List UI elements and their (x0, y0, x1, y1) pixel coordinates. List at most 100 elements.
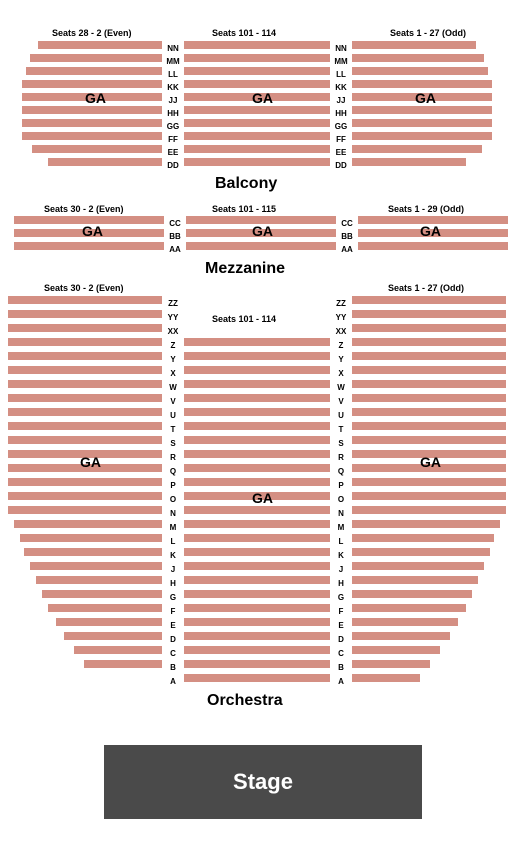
seat-row (184, 533, 330, 543)
seat-row (64, 631, 162, 641)
seat-row (8, 295, 162, 305)
row-label: KK (334, 83, 348, 92)
seat-row (352, 477, 506, 487)
mezzanine-ga-left: GA (82, 223, 103, 239)
seat-row (8, 421, 162, 431)
row-label: C (334, 649, 348, 658)
seat-row (184, 659, 330, 669)
seat-row (352, 365, 506, 375)
seat-row (8, 491, 162, 501)
row-label: LL (334, 70, 348, 79)
seat-row (26, 66, 162, 76)
seat-row (352, 131, 492, 141)
row-label: E (334, 621, 348, 630)
seat-row (184, 40, 330, 50)
balcony-left-label: Seats 28 - 2 (Even) (52, 28, 132, 38)
seat-row (352, 309, 506, 319)
balcony-center-label: Seats 101 - 114 (212, 28, 276, 38)
seat-row (8, 309, 162, 319)
row-label: YY (334, 313, 348, 322)
row-label: GG (166, 122, 180, 131)
seat-row (352, 603, 466, 613)
row-label: BB (340, 232, 354, 241)
row-label: Z (334, 341, 348, 350)
balcony-ga-right: GA (415, 90, 436, 106)
seat-row (184, 337, 330, 347)
row-label: MM (334, 57, 348, 66)
seat-row (8, 337, 162, 347)
row-label: N (166, 509, 180, 518)
row-label: EE (166, 148, 180, 157)
row-label: JJ (166, 96, 180, 105)
seat-row (32, 144, 162, 154)
seat-row (184, 673, 330, 683)
seat-row (22, 105, 162, 115)
seat-row (8, 505, 162, 515)
row-label: CC (168, 219, 182, 228)
seat-row (14, 519, 162, 529)
row-label: LL (166, 70, 180, 79)
balcony-right-label: Seats 1 - 27 (Odd) (390, 28, 466, 38)
seat-row (30, 53, 162, 63)
row-label: W (166, 383, 180, 392)
seat-row (8, 393, 162, 403)
row-label: ZZ (166, 299, 180, 308)
seat-row (48, 157, 162, 167)
row-label: X (334, 369, 348, 378)
seat-row (184, 351, 330, 361)
row-label: T (166, 425, 180, 434)
seat-row (56, 617, 162, 627)
mezzanine-left-label: Seats 30 - 2 (Even) (44, 204, 124, 214)
seat-row (22, 131, 162, 141)
seat-row (184, 118, 330, 128)
seat-row (184, 645, 330, 655)
mezzanine-right-label: Seats 1 - 29 (Odd) (388, 204, 464, 214)
seat-row (184, 617, 330, 627)
seat-row (352, 533, 494, 543)
row-label: DD (334, 161, 348, 170)
seat-row (48, 603, 162, 613)
seat-row (184, 505, 330, 515)
row-label: S (334, 439, 348, 448)
seat-row (184, 144, 330, 154)
row-label: P (166, 481, 180, 490)
stage: Stage (104, 745, 422, 819)
row-label: F (166, 607, 180, 616)
seat-row (8, 407, 162, 417)
seat-row (184, 477, 330, 487)
seat-row (352, 351, 506, 361)
seat-row (186, 241, 336, 251)
seat-row (184, 365, 330, 375)
row-label: V (334, 397, 348, 406)
balcony-ga-center: GA (252, 90, 273, 106)
row-label: U (334, 411, 348, 420)
row-label: V (166, 397, 180, 406)
row-label: D (166, 635, 180, 644)
seat-row (184, 561, 330, 571)
seat-row (352, 407, 506, 417)
row-label: KK (166, 83, 180, 92)
seat-row (184, 463, 330, 473)
seat-row (30, 561, 162, 571)
row-label: H (166, 579, 180, 588)
seat-row (352, 519, 500, 529)
seat-row (8, 379, 162, 389)
row-label: X (166, 369, 180, 378)
row-label: B (166, 663, 180, 672)
seat-row (352, 105, 492, 115)
row-label: M (166, 523, 180, 532)
mezzanine-ga-center: GA (252, 223, 273, 239)
seat-row (352, 673, 420, 683)
row-label: D (334, 635, 348, 644)
seat-row (36, 575, 162, 585)
row-label: XX (334, 327, 348, 336)
seat-row (352, 645, 440, 655)
mezzanine-title: Mezzanine (205, 260, 285, 278)
seat-row (352, 79, 492, 89)
orchestra-ga-left: GA (80, 454, 101, 470)
seat-row (352, 589, 472, 599)
row-label: N (334, 509, 348, 518)
orchestra-ga-center: GA (252, 490, 273, 506)
row-label: GG (334, 122, 348, 131)
seat-row (184, 519, 330, 529)
